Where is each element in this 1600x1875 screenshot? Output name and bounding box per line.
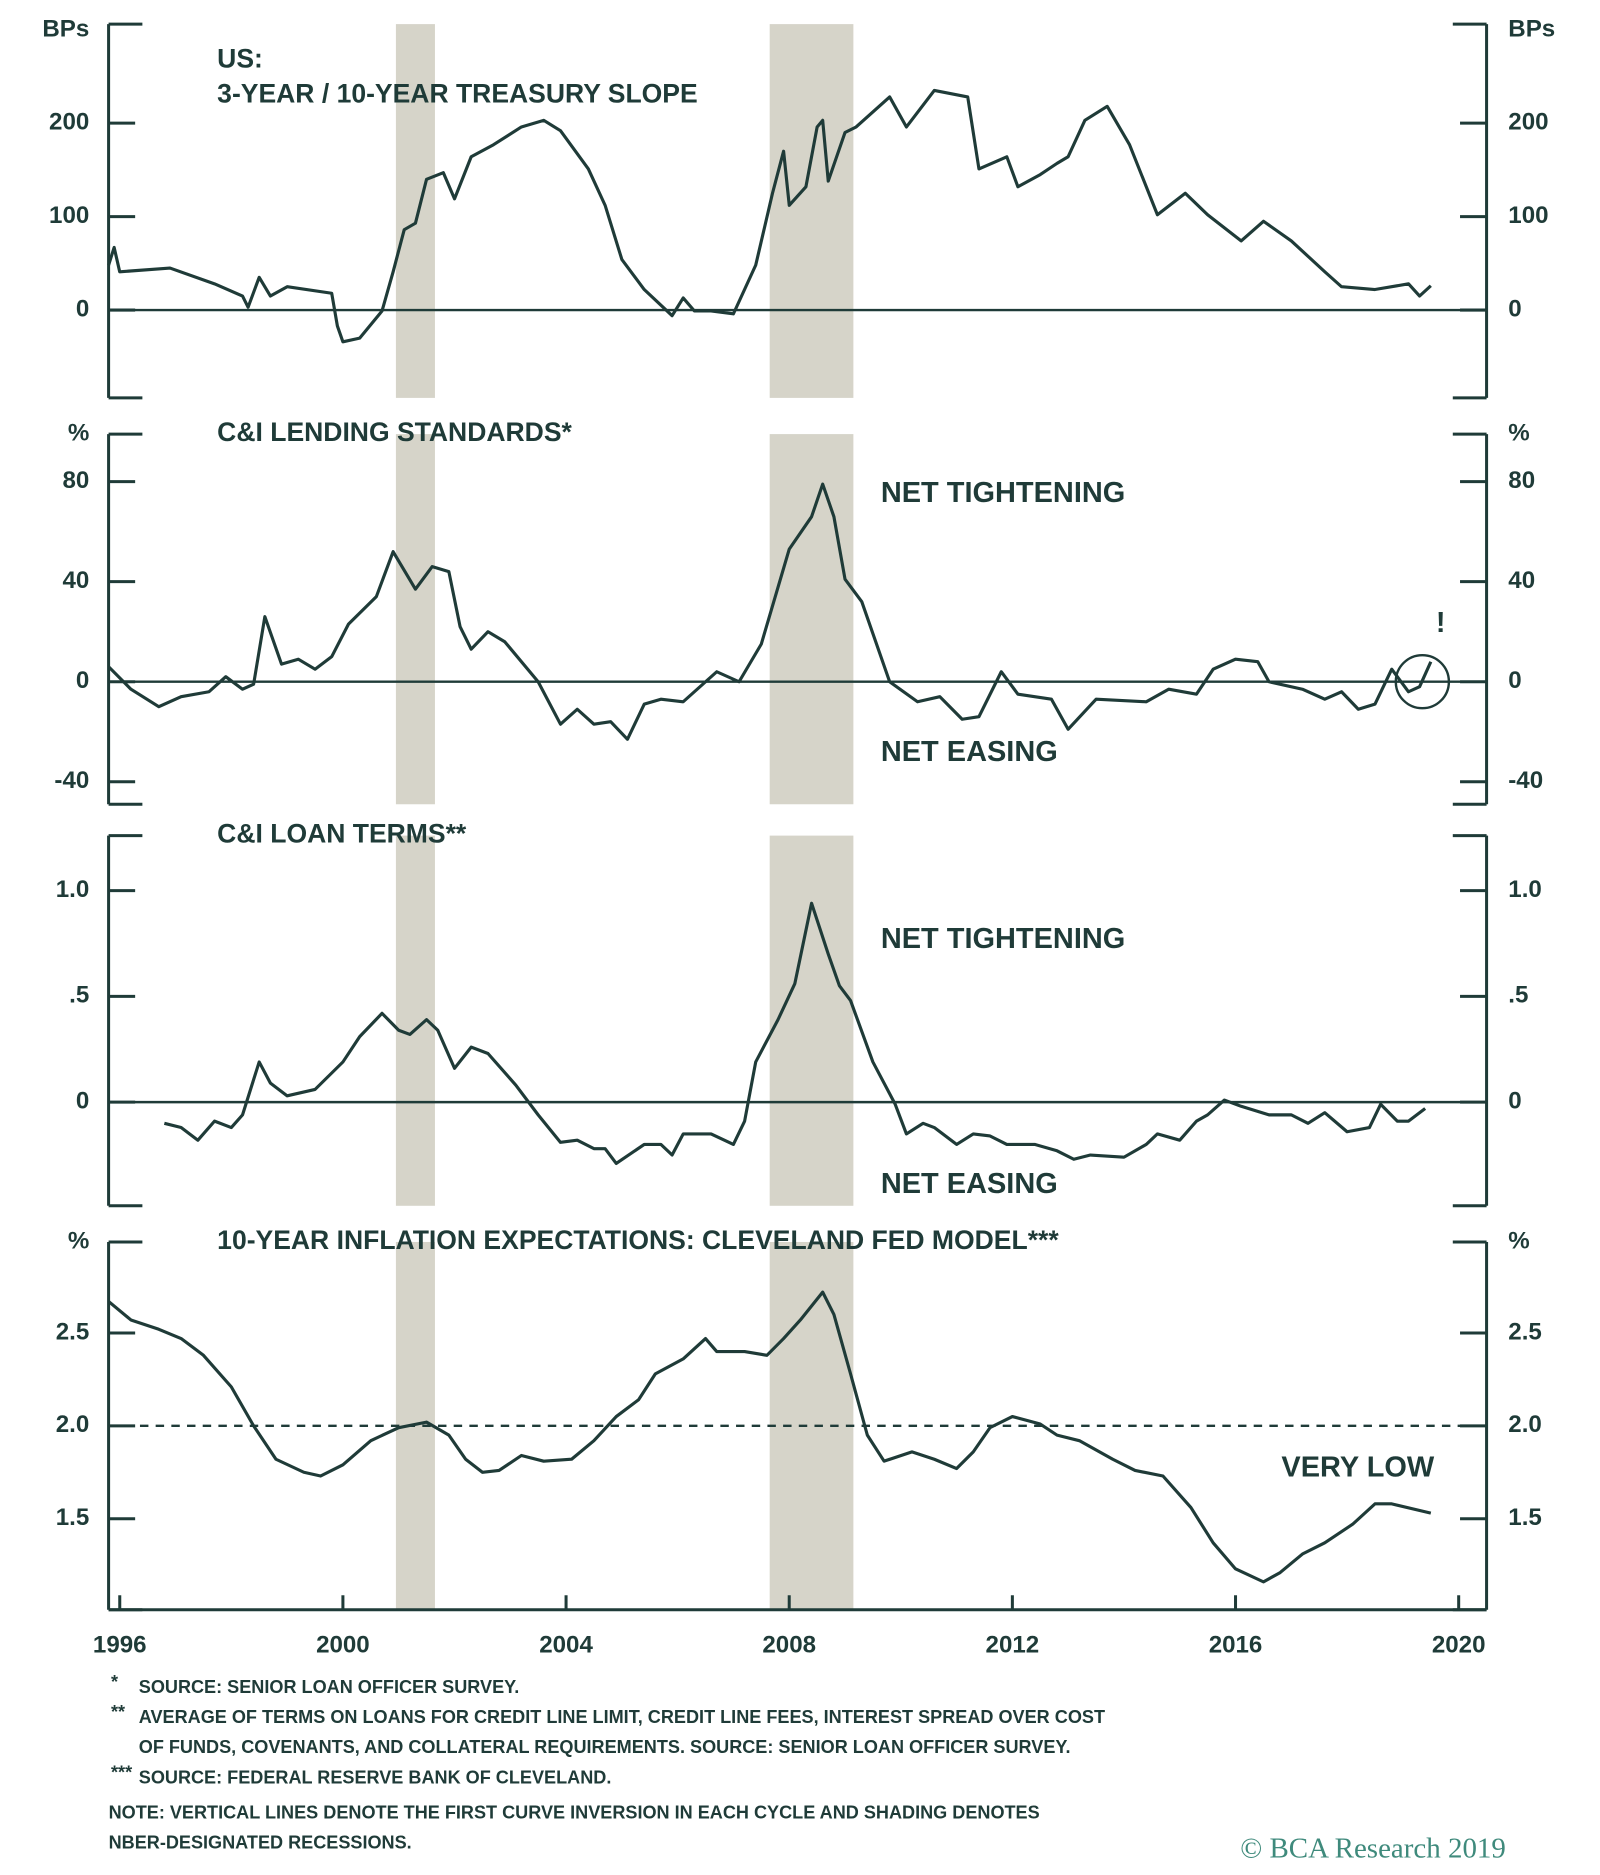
footnote: SOURCE: FEDERAL RESERVE BANK OF CLEVELAN…	[139, 1767, 612, 1787]
annotation: !	[1436, 607, 1446, 639]
x-tick-label: 2000	[316, 1631, 370, 1658]
y-tick-label: 100	[49, 202, 89, 229]
y-tick-label: 0	[1508, 295, 1521, 322]
series-line	[107, 88, 1432, 344]
annotation: NET EASING	[881, 736, 1058, 768]
x-tick-label: 2004	[539, 1631, 593, 1658]
x-tick-label: 1996	[93, 1631, 147, 1658]
y-unit: BPs	[1508, 16, 1555, 43]
y-tick-label: 1.5	[1508, 1504, 1542, 1531]
panel-title: US:	[217, 43, 263, 73]
y-tick-label: 2.0	[1508, 1411, 1542, 1438]
recession-shade	[769, 24, 854, 398]
footnote-marker: **	[111, 1702, 126, 1722]
y-tick-label: 0	[1508, 1088, 1521, 1115]
y-tick-label: 200	[1508, 109, 1548, 136]
y-unit: %	[68, 419, 89, 446]
highlight-circle	[1394, 653, 1451, 710]
y-tick-label: 2.5	[56, 1318, 90, 1345]
y-tick-label: 0	[1508, 667, 1521, 694]
y-tick-label: 1.5	[56, 1504, 90, 1531]
recession-shade	[769, 434, 854, 805]
y-tick-label: 200	[49, 109, 89, 136]
y-tick-label: 0	[76, 1088, 89, 1115]
footnote: AVERAGE OF TERMS ON LOANS FOR CREDIT LIN…	[139, 1707, 1105, 1727]
y-tick-label: 0	[76, 667, 89, 694]
y-unit: %	[1508, 419, 1529, 446]
x-tick-label: 2008	[762, 1631, 816, 1658]
y-tick-label: 100	[1508, 202, 1548, 229]
series-line	[107, 482, 1433, 741]
x-tick-label: 2020	[1432, 1631, 1486, 1658]
y-tick-label: 2.5	[1508, 1318, 1542, 1345]
panel-title: 3-YEAR / 10-YEAR TREASURY SLOPE	[217, 78, 698, 108]
annotation: VERY LOW	[1281, 1451, 1434, 1483]
footnote-marker: *	[111, 1672, 119, 1692]
annotation: NET EASING	[881, 1168, 1058, 1200]
recession-shade	[395, 434, 435, 805]
y-unit: BPs	[42, 16, 89, 43]
panel-title: C&I LOAN TERMS**	[217, 819, 467, 849]
y-tick-label: 0	[76, 295, 89, 322]
y-unit: %	[68, 1227, 89, 1254]
y-tick-label: 1.0	[56, 876, 90, 903]
credit: © BCA Research 2019	[1240, 1833, 1506, 1865]
y-tick-label: 80	[62, 467, 89, 494]
note: NOTE: VERTICAL LINES DENOTE THE FIRST CU…	[109, 1802, 1040, 1822]
y-tick-label: .5	[1508, 982, 1528, 1009]
y-tick-label: 1.0	[1508, 876, 1542, 903]
y-tick-label: 80	[1508, 467, 1535, 494]
footnote: OF FUNDS, COVENANTS, AND COLLATERAL REQU…	[139, 1737, 1071, 1757]
panel-title: C&I LENDING STANDARDS*	[217, 417, 572, 447]
y-tick-label: 40	[1508, 567, 1535, 594]
y-tick-label: -40	[54, 767, 89, 794]
y-tick-label: .5	[69, 982, 89, 1009]
y-tick-label: 40	[62, 567, 89, 594]
series-line	[107, 1290, 1432, 1584]
y-unit: %	[1508, 1227, 1529, 1254]
panel-title: 10-YEAR INFLATION EXPECTATIONS: CLEVELAN…	[217, 1225, 1059, 1255]
footnote: SOURCE: SENIOR LOAN OFFICER SURVEY.	[139, 1677, 519, 1697]
recession-shade	[769, 835, 854, 1206]
y-tick-label: -40	[1508, 767, 1543, 794]
note: NBER-DESIGNATED RECESSIONS.	[109, 1832, 412, 1852]
x-tick-label: 2012	[986, 1631, 1040, 1658]
annotation: NET TIGHTENING	[881, 923, 1125, 955]
recession-shade	[769, 1241, 854, 1610]
series-line	[163, 901, 1427, 1166]
recession-shade	[395, 24, 435, 398]
y-tick-label: 2.0	[56, 1411, 90, 1438]
footnote-marker: ***	[111, 1762, 133, 1782]
x-tick-label: 2016	[1209, 1631, 1263, 1658]
annotation: NET TIGHTENING	[881, 477, 1125, 509]
